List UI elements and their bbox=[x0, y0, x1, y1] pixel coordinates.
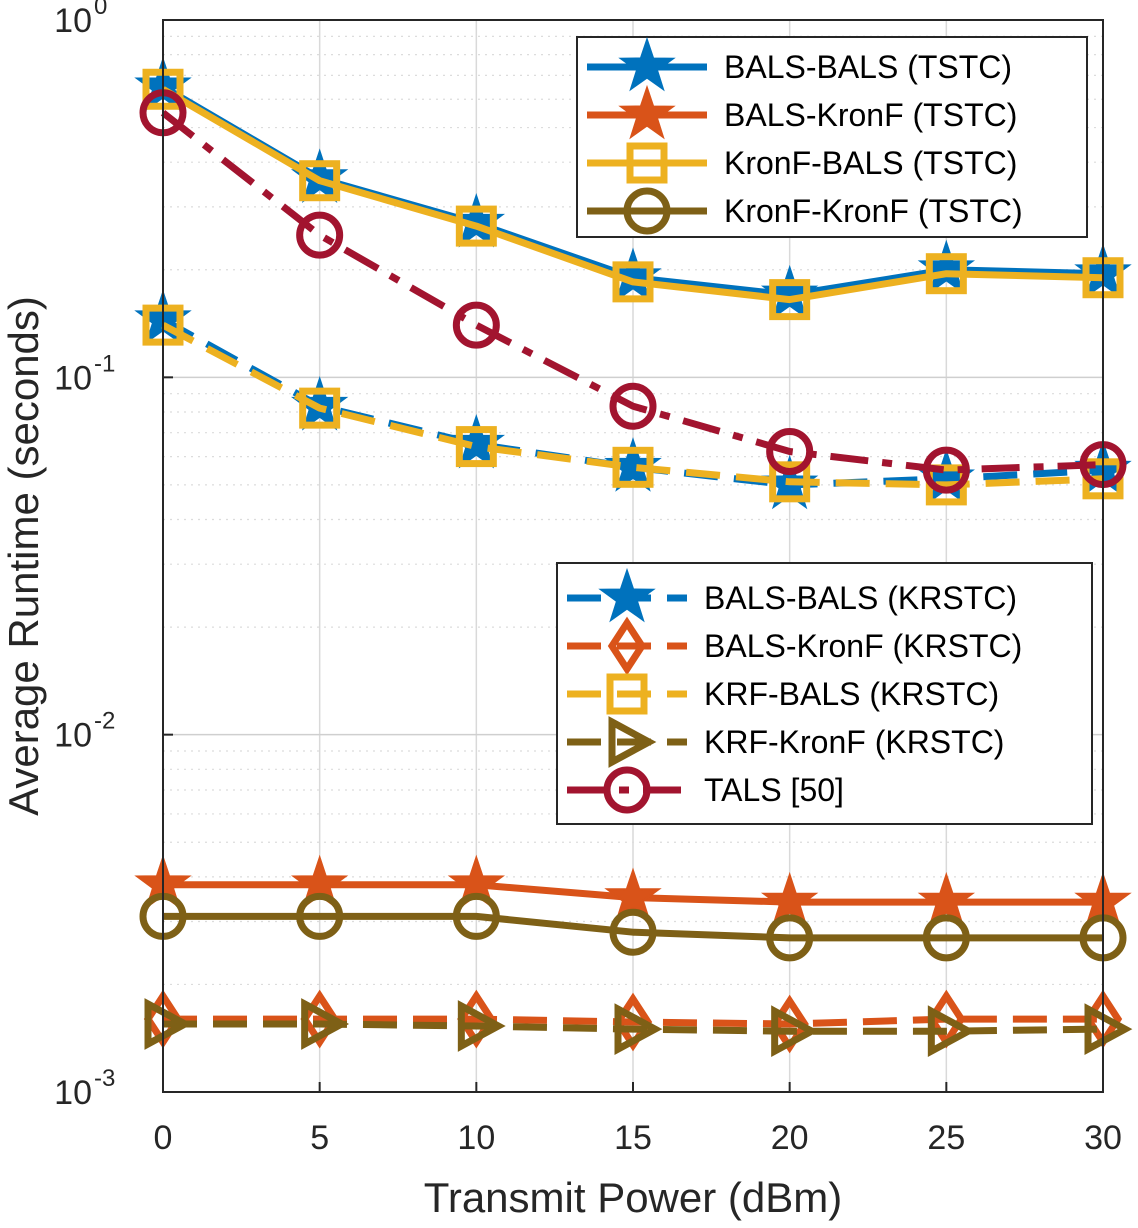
data-point bbox=[604, 867, 662, 922]
series-line bbox=[161, 86, 1104, 304]
x-tick-label: 10 bbox=[457, 1119, 495, 1157]
legend-marker bbox=[618, 84, 676, 140]
data-point bbox=[614, 1003, 663, 1055]
legend-entry: TALS [50] bbox=[567, 766, 844, 814]
y-tick-label: 10 bbox=[54, 2, 92, 40]
x-tick-label: 5 bbox=[310, 1119, 329, 1157]
legend-entry: BALS-KronF (TSTC) bbox=[587, 84, 1017, 140]
y-tick-exponent: 0 bbox=[94, 0, 107, 20]
legend-marker bbox=[618, 36, 676, 92]
legend-marker bbox=[626, 142, 668, 184]
data-point bbox=[922, 914, 970, 962]
data-point bbox=[296, 892, 344, 940]
data-point bbox=[769, 279, 811, 321]
legend-entry: KronF-BALS (TSTC) bbox=[587, 142, 1017, 184]
y-tick-exponent: -2 bbox=[94, 708, 115, 735]
x-tick-label: 15 bbox=[614, 1119, 652, 1157]
data-point bbox=[612, 261, 654, 303]
data-point bbox=[452, 301, 500, 349]
data-point bbox=[457, 1000, 506, 1052]
data-point bbox=[609, 382, 657, 430]
data-point bbox=[299, 387, 341, 429]
legend-label: KRF-KronF (KRSTC) bbox=[704, 724, 1004, 760]
legend-entry: BALS-KronF (KRSTC) bbox=[567, 616, 1022, 676]
data-point bbox=[1084, 1003, 1133, 1055]
y-tick-label: 10 bbox=[54, 359, 92, 397]
legend-marker bbox=[607, 616, 647, 676]
x-tick-label: 25 bbox=[927, 1119, 965, 1157]
data-point bbox=[612, 446, 654, 488]
series-line bbox=[161, 322, 1104, 489]
data-point bbox=[301, 998, 350, 1050]
series-8 bbox=[144, 998, 1133, 1058]
data-point bbox=[452, 892, 500, 940]
data-point bbox=[609, 908, 657, 956]
legend-label: KRF-BALS (KRSTC) bbox=[704, 676, 999, 712]
legend-marker bbox=[603, 766, 651, 814]
data-point bbox=[299, 160, 341, 202]
x-axis-label: Transmit Power (dBm) bbox=[424, 1174, 843, 1221]
x-tick-label: 20 bbox=[771, 1119, 809, 1157]
y-tick-label: 10 bbox=[54, 1074, 92, 1112]
data-point bbox=[300, 989, 339, 1049]
x-tick-label: 0 bbox=[154, 1119, 173, 1157]
data-point bbox=[760, 871, 819, 927]
legend-label: TALS [50] bbox=[704, 772, 844, 808]
y-tick-exponent: -1 bbox=[94, 350, 115, 377]
legend-label: KronF-BALS (TSTC) bbox=[724, 145, 1017, 181]
y-tick-exponent: -3 bbox=[94, 1065, 115, 1092]
legend-tstc: BALS-BALS (TSTC) BALS-KronF (TSTC) KronF-B… bbox=[576, 36, 1088, 238]
data-point bbox=[766, 914, 814, 962]
x-tick-label: 30 bbox=[1084, 1119, 1122, 1157]
legend-marker bbox=[608, 716, 657, 768]
data-point bbox=[144, 998, 193, 1050]
data-point bbox=[917, 871, 976, 927]
data-point bbox=[771, 1005, 820, 1058]
data-point bbox=[766, 428, 814, 476]
legend-entry: BALS-BALS (KRSTC) bbox=[567, 567, 1017, 623]
y-axis-label: Average Runtime (seconds) bbox=[0, 296, 47, 816]
legend-entry: KronF-KronF (TSTC) bbox=[587, 187, 1023, 235]
series-line bbox=[163, 1020, 1104, 1035]
legend-entry: BALS-BALS (TSTC) bbox=[587, 36, 1012, 92]
series-line bbox=[163, 912, 1103, 942]
legend-marker bbox=[598, 567, 656, 623]
legend-label: BALS-BALS (TSTC) bbox=[724, 49, 1012, 85]
data-point bbox=[455, 205, 497, 247]
legend-label: BALS-KronF (TSTC) bbox=[724, 97, 1017, 133]
legend-entry: KRF-BALS (KRSTC) bbox=[567, 673, 999, 715]
data-point bbox=[455, 426, 497, 468]
legend-label: KronF-KronF (TSTC) bbox=[724, 193, 1023, 229]
data-point bbox=[927, 1005, 976, 1058]
legend-label: BALS-BALS (KRSTC) bbox=[704, 580, 1017, 616]
data-point bbox=[769, 461, 811, 503]
data-point bbox=[296, 211, 344, 259]
legend-label: BALS-KronF (KRSTC) bbox=[704, 628, 1022, 664]
y-tick-label: 10 bbox=[54, 717, 92, 755]
legend-marker bbox=[606, 673, 648, 715]
data-point bbox=[922, 446, 970, 494]
series-line bbox=[160, 110, 1104, 474]
legend-marker bbox=[623, 187, 671, 235]
legend-krstc: BALS-BALS (KRSTC) BALS-KronF (KRSTC) KRF-B… bbox=[556, 562, 1093, 825]
data-point bbox=[925, 253, 967, 295]
legend-entry: KRF-KronF (KRSTC) bbox=[567, 716, 1004, 768]
